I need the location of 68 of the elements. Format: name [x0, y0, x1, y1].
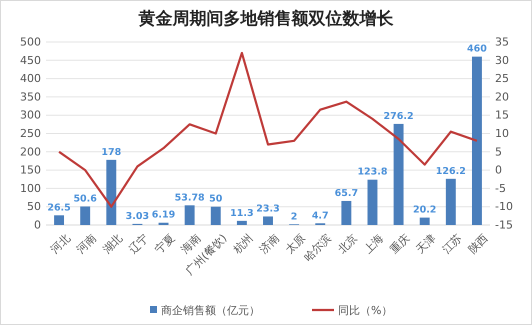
data-label: 23.3	[256, 203, 280, 214]
x-tick-label: 天津	[414, 231, 438, 256]
bar	[184, 205, 195, 225]
data-label: 460	[467, 44, 488, 55]
data-label: 26.5	[47, 202, 71, 214]
x-tick-label: 河南	[74, 231, 99, 256]
bar	[236, 220, 247, 225]
data-label: 50.6	[73, 193, 98, 204]
y-tick-label: 350	[20, 90, 41, 104]
data-label: 6.19	[152, 210, 176, 221]
data-label: 50	[209, 194, 223, 205]
y2-tick-label: 5	[495, 145, 502, 158]
y-tick-label: 450	[20, 54, 41, 67]
data-label: 4.7	[312, 210, 329, 222]
x-tick-label: 重庆	[388, 231, 412, 256]
y2-tick-label: 25	[495, 72, 509, 86]
data-label: 3.03	[126, 210, 150, 222]
bar	[263, 216, 273, 225]
y2-tick-label: 15	[495, 108, 509, 122]
y-tick-label: 400	[20, 72, 41, 86]
y2-tick-label: -10	[495, 200, 513, 214]
x-tick-label: 济南	[256, 231, 282, 256]
x-tick-label: 宁夏	[152, 231, 178, 256]
x-tick-label: 陕西	[466, 231, 491, 256]
x-tick-label: 湖北	[100, 231, 125, 256]
bar	[446, 178, 456, 225]
bar	[210, 206, 221, 225]
y2-tick-label: -5	[495, 182, 506, 195]
y-tick-label: 250	[20, 127, 41, 140]
bar	[472, 56, 482, 225]
y2-tick-label: -15	[495, 218, 513, 232]
y2-tick-label: 35	[495, 36, 509, 49]
bar	[341, 200, 352, 225]
data-label: 20.2	[412, 204, 436, 216]
x-tick-label: 上海	[361, 231, 386, 256]
y-tick-label: 100	[20, 182, 41, 195]
data-label: 126.2	[436, 166, 466, 177]
y2-tick-label: 10	[495, 127, 509, 140]
x-tick-label: 江苏	[440, 231, 465, 256]
data-label: 11.3	[230, 208, 254, 219]
bar	[420, 218, 430, 225]
bar	[106, 160, 116, 225]
x-tick-label: 辽宁	[126, 231, 152, 256]
y2-tick-label: 0	[495, 164, 502, 177]
data-label: 123.8	[357, 166, 388, 178]
y-tick-label: 200	[20, 145, 41, 158]
y-tick-label: 500	[20, 36, 41, 49]
y2-tick-label: 20	[495, 90, 509, 104]
y-tick-label: 300	[20, 108, 41, 122]
legend-label: 商企销售额（亿元）	[161, 304, 260, 317]
x-tick-label: 河北	[48, 231, 73, 256]
x-tick-label: 北京	[335, 231, 360, 256]
y-tick-label: 50	[27, 200, 41, 214]
y-tick-label: 0	[34, 218, 41, 232]
bar	[394, 124, 404, 225]
bar	[54, 215, 64, 225]
data-label: 65.7	[334, 188, 358, 199]
data-label: 178	[101, 146, 122, 158]
y2-tick-label: 30	[495, 54, 509, 67]
chart-title: 黄金周期间多地销售额双位数增长	[138, 9, 394, 29]
y-tick-label: 150	[20, 164, 41, 177]
x-tick-label: 杭州	[230, 231, 256, 257]
data-label: 276.2	[384, 110, 414, 122]
bar	[80, 206, 90, 225]
legend-label: 同比（%）	[338, 304, 392, 317]
data-label: 53.78	[174, 192, 206, 204]
data-label: 2	[290, 211, 298, 222]
bar	[368, 180, 378, 225]
